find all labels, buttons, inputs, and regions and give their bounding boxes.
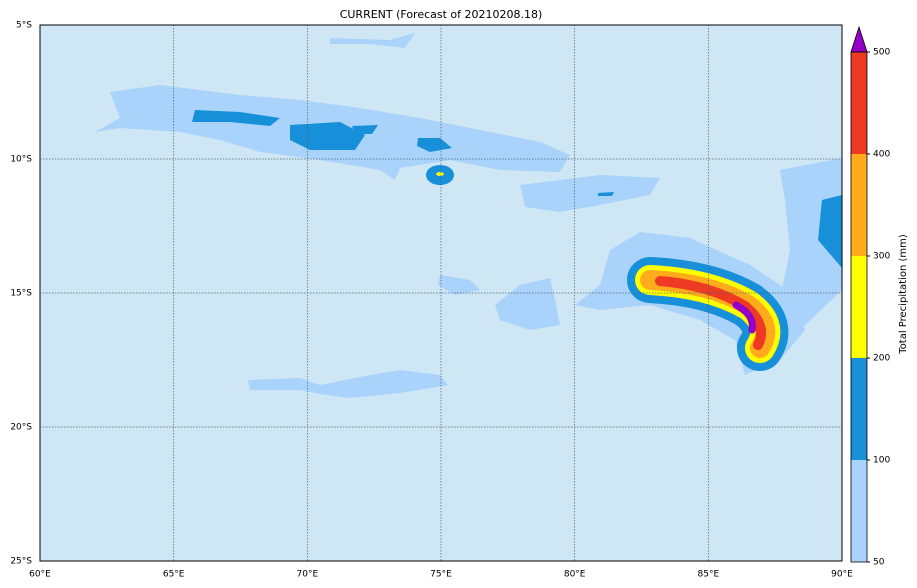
x-tick-label: 65°E	[163, 570, 185, 580]
colorbar-tick-label: 50	[873, 558, 885, 568]
precipitation-contours	[95, 33, 842, 398]
y-tick-label: 25°S	[10, 557, 32, 567]
x-tick-label: 85°E	[698, 570, 720, 580]
colorbar-segment	[851, 52, 867, 154]
colorbar-segment	[851, 256, 867, 358]
colorbar-tick-label: 200	[873, 354, 890, 364]
colorbar-tick-label: 300	[873, 252, 890, 262]
contour-light	[520, 175, 660, 212]
y-tick-label: 20°S	[10, 423, 32, 433]
x-tick-label: 60°E	[29, 570, 51, 580]
colorbar-tick-label: 500	[873, 48, 890, 58]
colorbar-segment	[851, 154, 867, 256]
colorbar-frame	[850, 51, 868, 563]
colorbar-segment	[851, 460, 867, 562]
contour-light	[438, 275, 480, 295]
colorbar-tick-label: 100	[873, 456, 890, 466]
x-tick-label: 90°E	[831, 570, 853, 580]
x-tick-label: 80°E	[564, 570, 586, 580]
y-tick-label: 10°S	[10, 155, 32, 165]
y-tick-label: 5°S	[16, 21, 32, 31]
y-tick-label: 15°S	[10, 289, 32, 299]
cyclone-band	[627, 257, 789, 371]
contour-light	[330, 33, 415, 48]
contour-dark	[192, 110, 842, 268]
contour-light	[248, 370, 448, 398]
colorbar-tick-label: 400	[873, 150, 890, 160]
colorbar-label: Total Precipitation (mm)	[898, 234, 909, 355]
map-title: CURRENT (Forecast of 20210208.18)	[340, 8, 543, 21]
x-tick-label: 70°E	[297, 570, 319, 580]
colorbar-segment	[851, 358, 867, 460]
x-tick-label: 75°E	[430, 570, 452, 580]
contour-light	[495, 278, 560, 330]
contour-yellow	[436, 172, 444, 176]
colorbar-extend	[850, 25, 868, 53]
